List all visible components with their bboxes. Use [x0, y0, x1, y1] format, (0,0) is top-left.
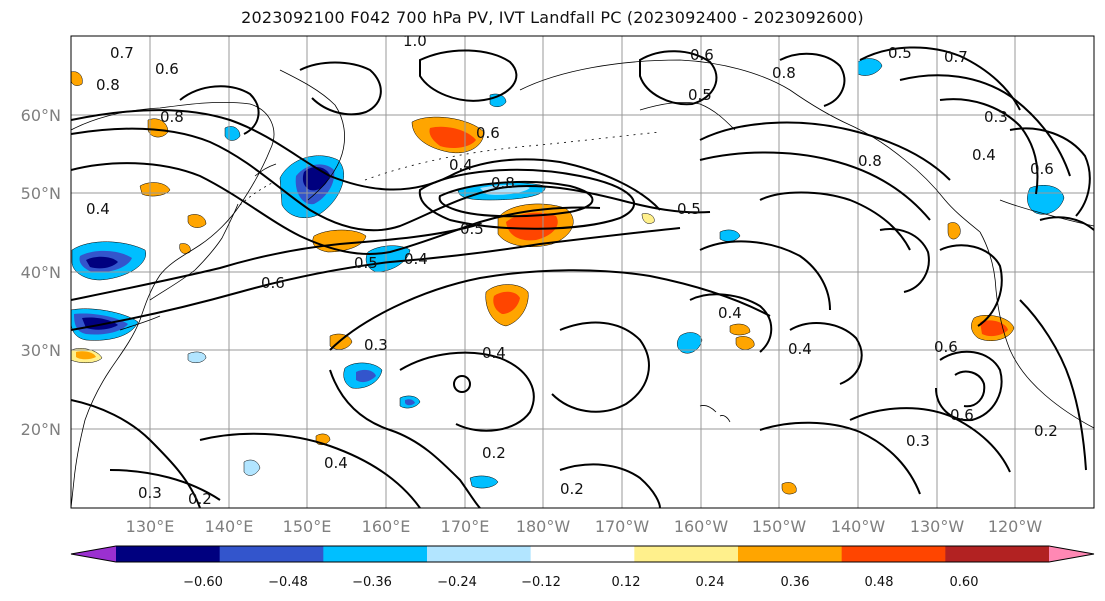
lon-label: 160°W [674, 517, 729, 536]
lat-label: 60°N [21, 106, 61, 125]
lon-label: 170°W [595, 517, 650, 536]
contour-label: 0.6 [934, 338, 958, 356]
lon-label: 130°E [126, 517, 175, 536]
graticule [71, 36, 1094, 508]
lat-label: 20°N [21, 420, 61, 439]
contour-label: 0.8 [160, 108, 184, 126]
colorbar-segment [427, 546, 532, 562]
lon-label: 180°W [516, 517, 571, 536]
lon-label: 170°E [441, 517, 490, 536]
contour-label: 0.6 [261, 274, 285, 292]
lon-label: 140°W [831, 517, 886, 536]
lat-label: 40°N [21, 263, 61, 282]
colorbar-segment [841, 546, 946, 562]
contour-label: 0.6 [155, 60, 179, 78]
lon-label: 120°W [988, 517, 1043, 536]
colorbar-segment [530, 546, 635, 562]
contour-label: 0.3 [138, 484, 162, 502]
colorbar-tick-label: −0.60 [183, 575, 223, 590]
contour-label: 0.7 [110, 44, 134, 62]
colorbar-tick-label: 0.48 [865, 575, 894, 590]
contour-label: 0.5 [888, 44, 912, 62]
contour-label: 0.6 [476, 124, 500, 142]
lon-label: 150°W [752, 517, 807, 536]
contour-label: 0.8 [96, 76, 120, 94]
contour-label: 0.6 [690, 46, 714, 64]
colorbar-extend-high [1049, 546, 1094, 562]
page-title: 2023092100 F042 700 hPa PV, IVT Landfall… [241, 8, 864, 27]
colorbar-segment [945, 546, 1050, 562]
contour-label: 0.8 [772, 64, 796, 82]
lon-label: 140°E [205, 517, 254, 536]
lat-label: 30°N [21, 341, 61, 360]
colorbar-segment [323, 546, 428, 562]
colorbar-tick-label: −0.12 [521, 575, 561, 590]
shaded-anomalies [71, 58, 1065, 495]
pv-contours [71, 46, 1094, 508]
contour-label: 0.4 [86, 200, 110, 218]
colorbar: −0.60 −0.48 −0.36 −0.24 −0.12 0.12 0.24 … [70, 545, 1095, 590]
colorbar-segment [116, 546, 221, 562]
contour-label: 0.3 [984, 108, 1008, 126]
colorbar-extend-low [71, 546, 116, 562]
colorbar-tick-label: −0.48 [268, 575, 308, 590]
colorbar-segment [738, 546, 843, 562]
contour-label: 0.2 [482, 444, 506, 462]
contour-label: 0.7 [944, 48, 968, 66]
colorbar-tick-label: 0.24 [696, 575, 725, 590]
colorbar-tick-label: −0.24 [437, 575, 477, 590]
contour-label: 0.5 [688, 86, 712, 104]
contour-label: 0.6 [950, 406, 974, 424]
colorbar-ticks: −0.60 −0.48 −0.36 −0.24 −0.12 0.12 0.24 … [183, 575, 978, 590]
contour-label: 0.4 [404, 250, 428, 268]
contour-label: 0.4 [718, 304, 742, 322]
contour-label: 0.2 [188, 490, 212, 508]
colorbar-tick-label: 0.60 [950, 575, 979, 590]
lon-label: 160°E [362, 517, 411, 536]
coastlines [71, 59, 1094, 508]
contour-label: 0.4 [324, 454, 348, 472]
contour-label: 0.4 [972, 146, 996, 164]
colorbar-segment [219, 546, 324, 562]
colorbar-outline [70, 545, 1095, 563]
contour-label: 0.8 [858, 152, 882, 170]
colorbar-tick-label: −0.36 [352, 575, 392, 590]
map-frame [70, 35, 1095, 509]
contour-label: 1.0 [403, 32, 427, 50]
colorbar-segments [116, 546, 1050, 562]
contour-label: 0.5 [460, 220, 484, 238]
contour-label: 0.2 [1034, 422, 1058, 440]
colorbar-tick-label: 0.12 [612, 575, 641, 590]
contour-labels: 0.7 0.6 0.8 0.8 1.0 0.6 0.4 0.8 0.5 0.4 … [86, 32, 1058, 508]
contour-label: 0.4 [788, 340, 812, 358]
contour-label: 0.4 [449, 156, 473, 174]
contour-label: 0.8 [491, 174, 515, 192]
contour-label: 0.2 [560, 480, 584, 498]
contour-label: 0.5 [677, 200, 701, 218]
colorbar-segment [634, 546, 739, 562]
latitude-axis: 60°N 50°N 40°N 30°N 20°N [21, 106, 61, 439]
contour-label: 0.3 [906, 432, 930, 450]
colorbar-tick-label: 0.36 [781, 575, 810, 590]
contour-label: 0.3 [364, 336, 388, 354]
lat-label: 50°N [21, 184, 61, 203]
lon-label: 130°W [910, 517, 965, 536]
contour-label: 0.6 [1030, 160, 1054, 178]
longitude-axis: 130°E 140°E 150°E 160°E 170°E 180°W 170°… [126, 517, 1043, 536]
contour-label: 0.4 [482, 344, 506, 362]
contour-label: 0.5 [354, 254, 378, 272]
lon-label: 150°E [283, 517, 332, 536]
